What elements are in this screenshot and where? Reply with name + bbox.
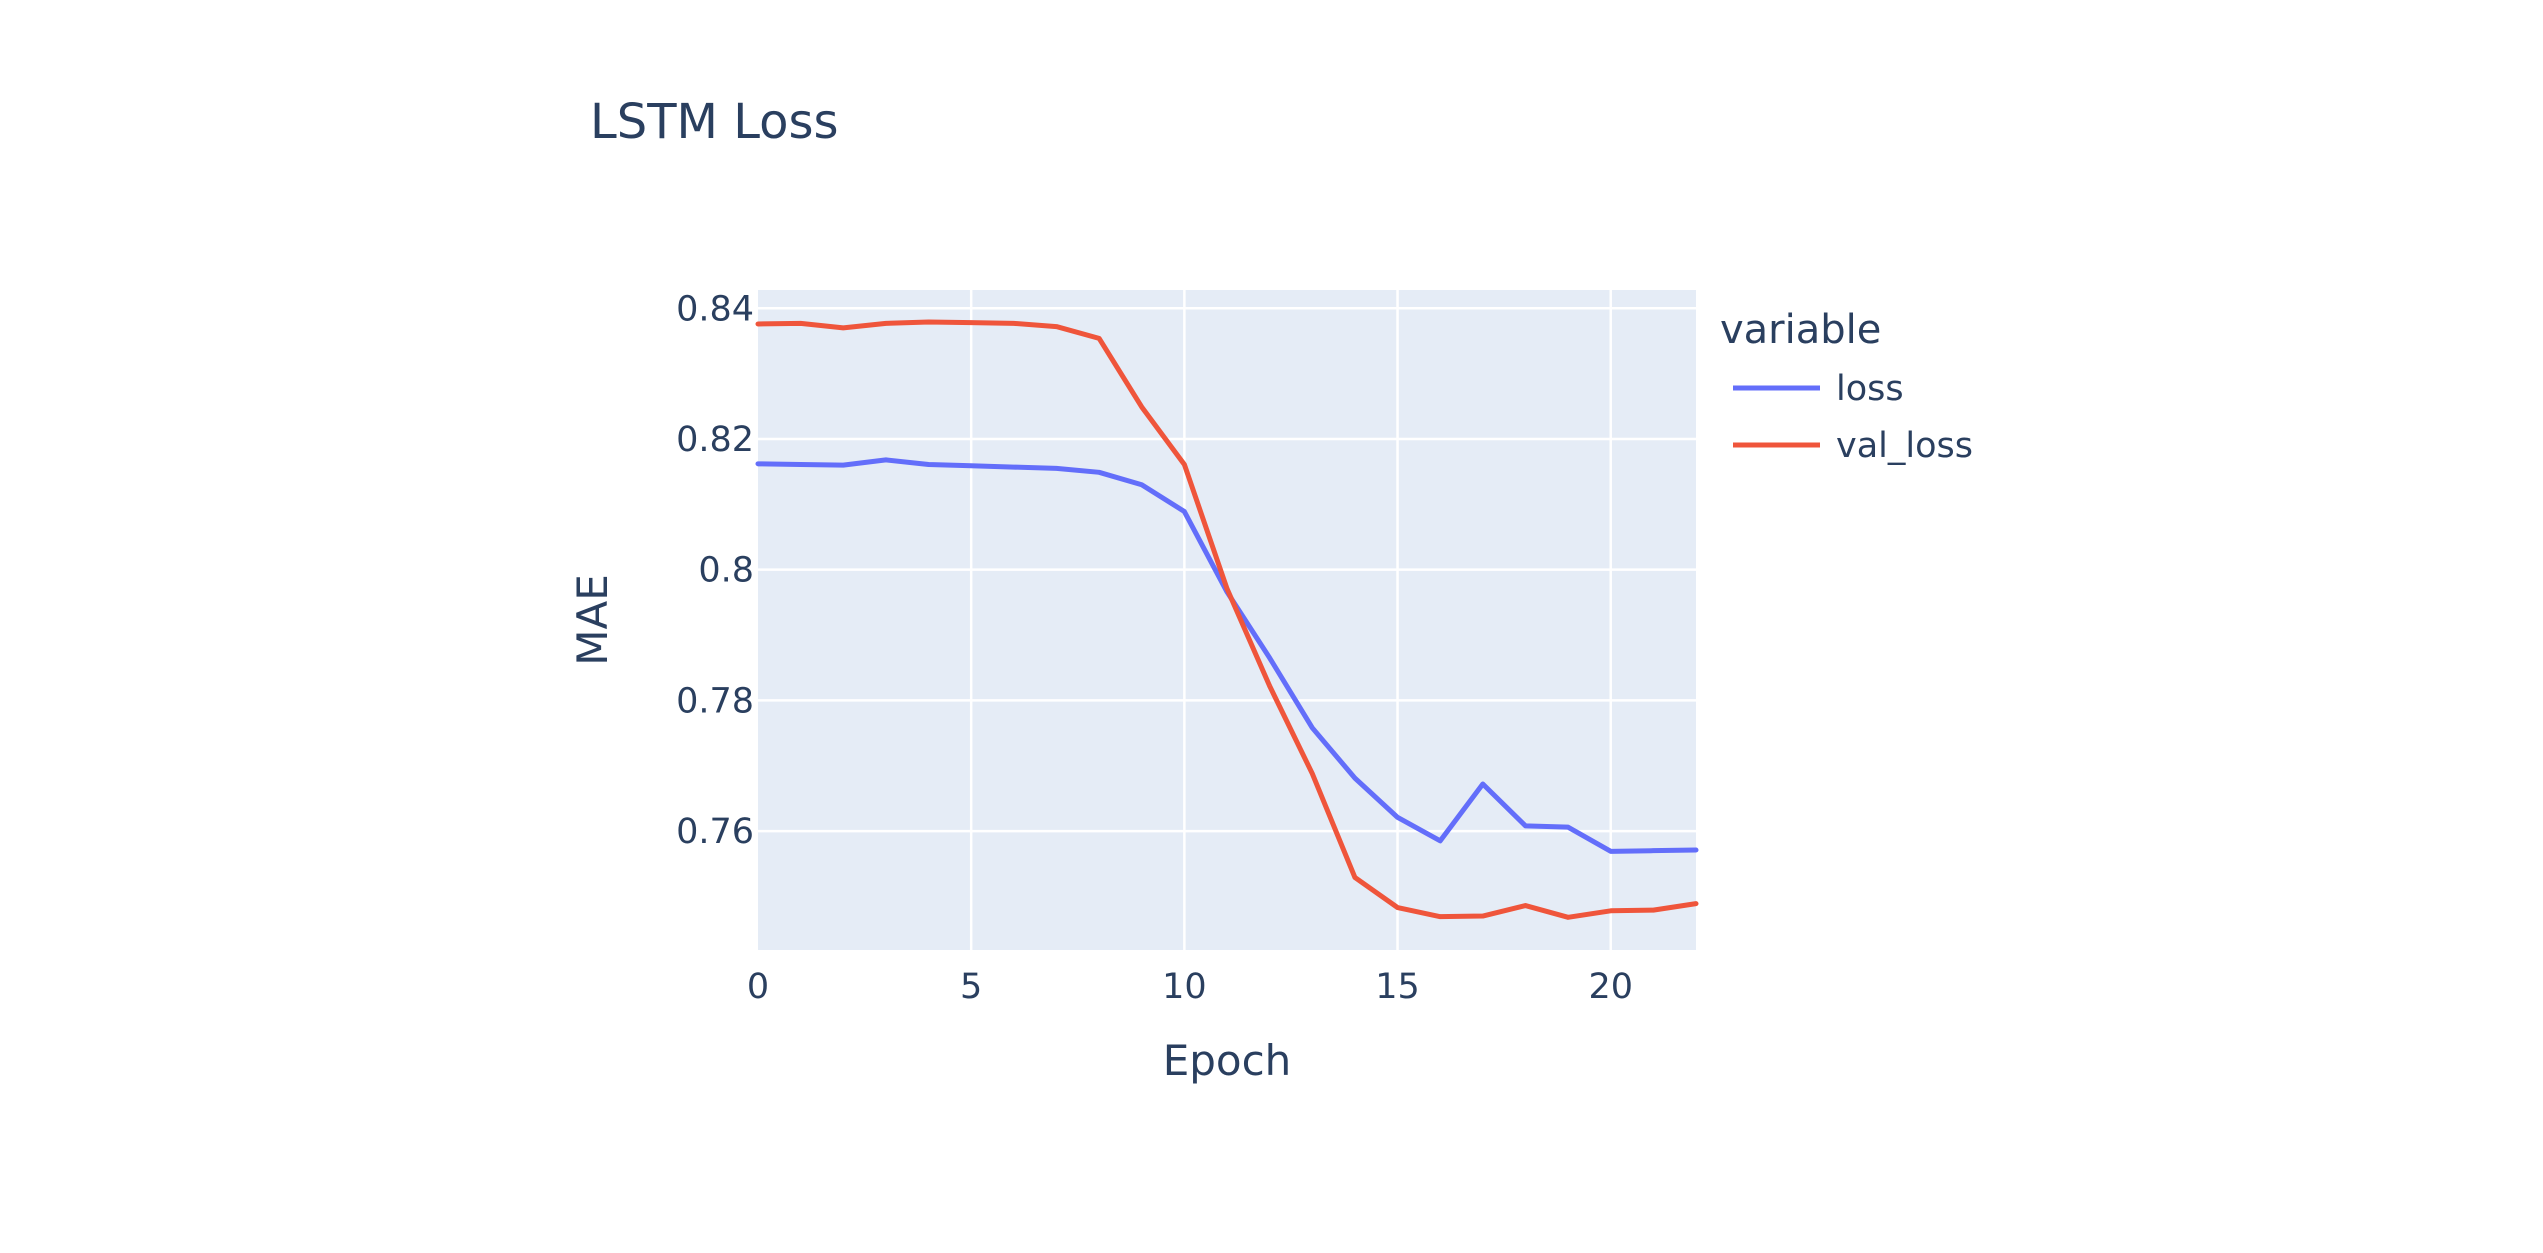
x-tick-label: 0 [747,967,769,1007]
y-tick-label: 0.76 [676,812,754,852]
y-axis-title: MAE [568,574,617,666]
legend-label-loss: loss [1836,369,1904,409]
y-tick-label: 0.78 [676,681,754,721]
x-tick-label: 20 [1588,967,1633,1007]
legend-label-val-loss: val_loss [1836,426,1973,466]
y-tick-label: 0.82 [676,420,754,460]
x-tick-label: 5 [960,967,982,1007]
legend-title: variable [1720,307,1881,353]
plot-area [758,290,1696,950]
series-line-val-loss[interactable] [755,319,1699,920]
x-tick-label: 10 [1162,967,1207,1007]
y-axis-ticks: 0.76 0.78 0.8 0.82 0.84 [676,289,754,852]
chart-title: LSTM Loss [590,94,838,150]
x-axis-title: Epoch [1163,1036,1292,1085]
y-tick-label: 0.84 [676,289,754,329]
grid-lines [758,290,1696,950]
x-tick-label: 15 [1375,967,1420,1007]
y-tick-label: 0.8 [698,551,754,591]
x-axis-ticks: 0 5 10 15 20 [747,967,1633,1007]
legend[interactable]: variable loss val_loss [1720,307,1973,466]
legend-item-loss[interactable]: loss [1733,369,1904,409]
legend-item-val-loss[interactable]: val_loss [1733,426,1973,466]
series-lines [755,319,1699,920]
